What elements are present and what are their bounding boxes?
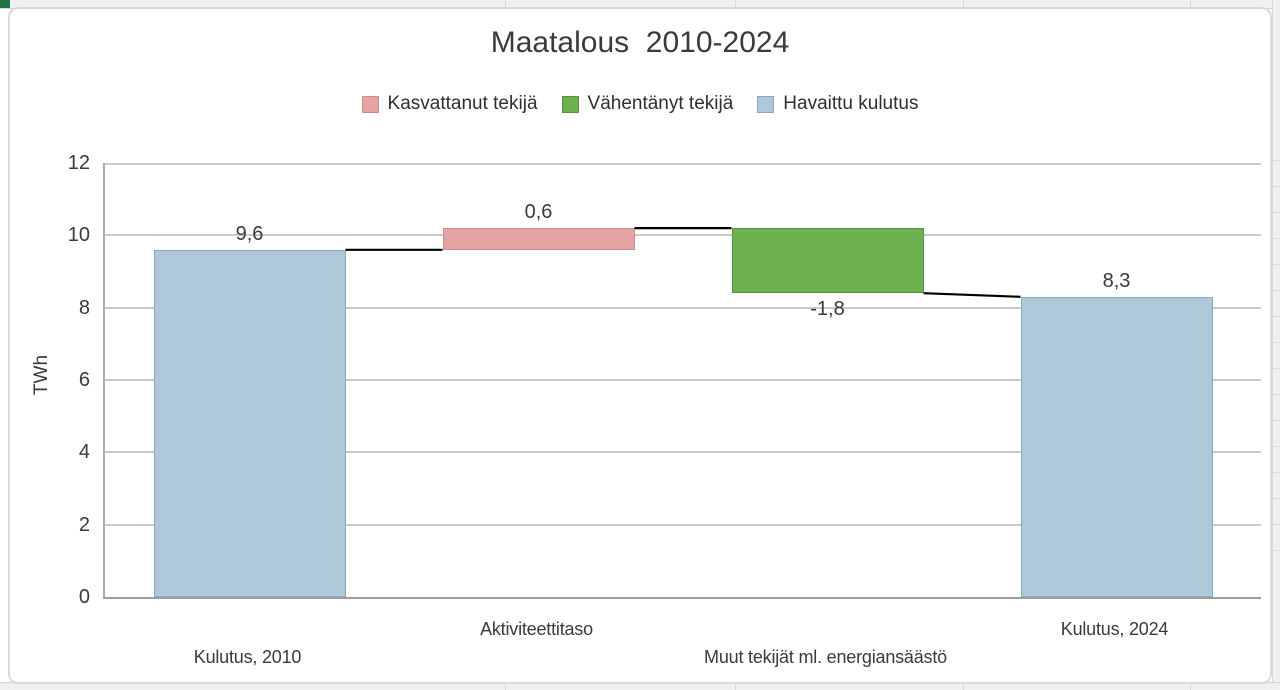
legend-item[interactable]: Vähentänyt tekijä [561, 93, 734, 115]
waterfall-bar-increase[interactable] [442, 228, 635, 250]
cell-gridline [735, 0, 736, 8]
cell-gridline [1273, 524, 1280, 525]
y-axis-title: TWh [31, 354, 52, 396]
x-category-label: Kulutus, 2024 [1060, 619, 1169, 639]
cell-gridline [1273, 446, 1280, 447]
gridline [105, 234, 1261, 237]
legend-label: Vähentänyt tekijä [587, 93, 734, 114]
gridline [105, 379, 1261, 381]
cell-gridline [505, 683, 506, 690]
cell-gridline [1273, 316, 1280, 317]
y-tick-label: 10 [67, 224, 90, 247]
data-label: -1,8 [810, 298, 845, 321]
cell-gridline [1273, 212, 1280, 213]
x-category-label: Muut tekijät ml. energiansäästö [704, 647, 947, 667]
x-axis-category-labels: Kulutus, 2010 Aktiviteettitaso Muut tekijä… [103, 597, 1259, 687]
plot-area: 9,6 0,6 -1,8 8,3 [103, 163, 1261, 599]
y-tick-label: 2 [78, 513, 90, 536]
legend-item[interactable]: Kasvattanut tekijä [361, 93, 538, 115]
data-label: 9,6 [235, 222, 264, 245]
data-label: 0,6 [524, 201, 553, 224]
cell-gridline [1273, 368, 1280, 369]
cell-gridline [963, 0, 964, 8]
connector-line [923, 292, 1021, 298]
cell-gridline [1273, 186, 1280, 187]
legend-label: Kasvattanut tekijä [387, 93, 538, 114]
legend: Kasvattanut tekijä Vähentänyt tekijä Havai… [0, 93, 1280, 115]
y-tick-label: 8 [78, 296, 90, 319]
sheet-corner-mark [0, 0, 10, 8]
y-tick-label: 12 [67, 152, 90, 174]
cell-gridline [963, 683, 964, 690]
cell-gridline [1273, 550, 1280, 551]
chart-title: Maatalous 2010-2024 [490, 26, 790, 59]
cell-gridline [1273, 160, 1280, 161]
legend-swatch-increase-icon [361, 95, 379, 113]
spreadsheet-right-edge [1272, 0, 1280, 690]
legend-item[interactable]: Havaittu kulutus [757, 93, 918, 115]
cell-gridline [1273, 290, 1280, 291]
waterfall-bar-decrease[interactable] [731, 228, 924, 294]
waterfall-bar-total[interactable] [1020, 296, 1213, 597]
data-label: 8,3 [1102, 269, 1131, 292]
cell-gridline [1190, 0, 1191, 8]
cell-gridline [1273, 264, 1280, 265]
cell-gridline [1273, 238, 1280, 239]
x-category-label: Kulutus, 2010 [193, 647, 302, 667]
x-category-label: Aktiviteettitaso [480, 619, 593, 639]
cell-gridline [1273, 342, 1280, 343]
gridline [105, 451, 1261, 454]
cell-gridline [735, 683, 736, 690]
cell-gridline [1273, 498, 1280, 499]
y-tick-label: 0 [78, 586, 90, 608]
y-axis-tick-labels: 0 2 4 6 8 10 12 [0, 152, 96, 608]
waterfall-bar-total[interactable] [153, 249, 346, 597]
y-tick-label: 4 [78, 441, 90, 464]
gridline [105, 163, 1261, 165]
cell-gridline [1190, 683, 1191, 690]
cell-gridline [1273, 420, 1280, 421]
y-tick-label: 6 [78, 369, 90, 391]
cell-gridline [1273, 394, 1280, 395]
gridline [105, 306, 1261, 309]
cell-gridline [1273, 472, 1280, 473]
gridline [105, 523, 1261, 526]
legend-label: Havaittu kulutus [783, 93, 919, 114]
cell-gridline [505, 0, 506, 8]
legend-swatch-total-icon [757, 95, 775, 113]
legend-swatch-decrease-icon [561, 95, 579, 113]
